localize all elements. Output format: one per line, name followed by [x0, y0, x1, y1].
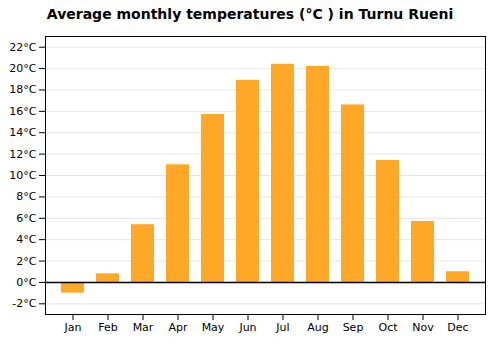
html-text:Average monthly temperatures (: Average monthly temperatures (°C ) in Tu…	[46, 6, 454, 22]
svg-text:Feb: Feb	[98, 321, 117, 334]
svg-text:Jul: Jul	[275, 321, 289, 334]
svg-text:Oct: Oct	[378, 321, 398, 334]
svg-text:0°C: 0°C	[16, 276, 36, 289]
svg-text:18°C: 18°C	[9, 83, 36, 96]
svg-text:Jan: Jan	[64, 321, 82, 334]
svg-text:20°C: 20°C	[9, 62, 36, 75]
svg-text:May: May	[202, 321, 225, 334]
svg-text:2°C: 2°C	[16, 255, 36, 268]
svg-text:4°C: 4°C	[16, 233, 36, 246]
svg-text:14°C: 14°C	[9, 126, 36, 139]
svg-text:Dec: Dec	[447, 321, 468, 334]
svg-text:8°C: 8°C	[16, 190, 36, 203]
svg-text:Sep: Sep	[343, 321, 364, 334]
svg-text:Aug: Aug	[307, 321, 328, 334]
svg-text:6°C: 6°C	[16, 212, 36, 225]
svg-text:Mar: Mar	[133, 321, 154, 334]
svg-text:12°C: 12°C	[9, 148, 36, 161]
svg-text:Apr: Apr	[168, 321, 188, 334]
svg-text:22°C: 22°C	[9, 41, 36, 54]
svg-text:16°C: 16°C	[9, 105, 36, 118]
svg-text:Nov: Nov	[412, 321, 434, 334]
svg-text:-2°C: -2°C	[12, 297, 36, 310]
svg-text:Jun: Jun	[238, 321, 256, 334]
svg-text:10°C: 10°C	[9, 169, 36, 182]
